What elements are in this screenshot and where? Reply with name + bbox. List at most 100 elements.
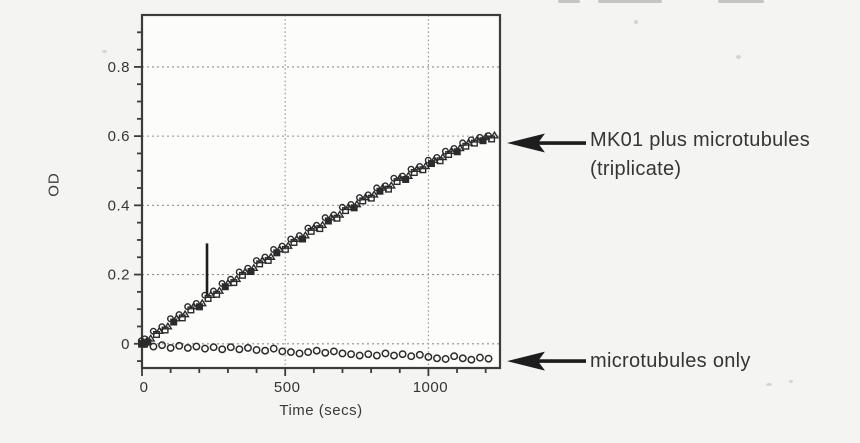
marker-circle: [218, 345, 227, 354]
x-axis-title: Time (secs): [279, 402, 363, 419]
arrow-head-icon: [507, 351, 545, 371]
marker-circle: [458, 354, 467, 363]
marker-circle: [415, 350, 424, 359]
marker-circle: [364, 350, 373, 359]
x-tick-label: 1000: [413, 379, 448, 396]
marker-circle: [269, 344, 278, 353]
y-tick-label: 0.2: [108, 267, 130, 284]
y-tick-label: 0.6: [108, 128, 130, 145]
marker-triangle: [472, 134, 482, 143]
label-microtubules-only: microtubules only: [590, 350, 751, 372]
scan-speck: [102, 50, 107, 53]
marker-circle: [261, 346, 270, 355]
marker-circle: [252, 346, 261, 354]
marker-triangle: [403, 171, 414, 179]
marker-circle: [484, 354, 493, 363]
marker-triangle: [421, 161, 431, 170]
marker-circle: [235, 345, 244, 354]
marker-triangle: [335, 210, 345, 218]
marker-circle: [450, 352, 459, 361]
marker-triangle: [171, 313, 182, 322]
marker-triangle: [232, 274, 242, 283]
marker-circle: [286, 348, 295, 357]
scan-speck: [789, 380, 793, 383]
marker-circle: [329, 347, 338, 356]
scan-speck: [736, 55, 741, 59]
marker-triangle: [206, 290, 216, 299]
scan-speck: [634, 20, 638, 24]
marker-circle: [209, 343, 218, 352]
marker-triangle: [489, 130, 500, 139]
arrow-callout: [507, 133, 586, 153]
marker-circle: [183, 343, 192, 352]
marker-circle: [166, 343, 175, 352]
marker-triangle: [352, 199, 362, 208]
x-tick-label: 500: [274, 379, 301, 396]
marker-circle: [175, 341, 184, 350]
marker-circle: [321, 348, 330, 357]
marker-triangle: [455, 143, 465, 152]
scan-edge-artifact: [718, 0, 764, 3]
marker-circle: [244, 343, 252, 352]
marker-triangle: [438, 152, 448, 161]
marker-circle: [407, 352, 416, 361]
marker-triangle: [180, 309, 190, 318]
marker-circle: [140, 339, 149, 348]
marker-triangle: [197, 298, 207, 307]
plot-border: [140, 13, 502, 370]
marker-circle: [295, 349, 304, 358]
marker-triangle: [386, 180, 396, 189]
scan-edge-artifact: [598, 0, 662, 3]
marker-triangle: [214, 286, 225, 294]
y-tick-label: 0.8: [108, 59, 130, 76]
marker-circle: [149, 342, 158, 351]
marker-triangle: [146, 333, 156, 342]
marker-circle: [476, 353, 484, 362]
marker-circle: [278, 347, 287, 356]
marker-circle: [355, 351, 364, 360]
y-axis-title: OD: [45, 172, 63, 197]
marker-circle: [338, 349, 347, 358]
marker-triangle: [395, 173, 405, 182]
marker-triangle: [154, 326, 164, 334]
marker-circle: [226, 343, 235, 352]
marker-circle: [398, 350, 407, 359]
marker-triangle: [163, 321, 173, 330]
marker-triangle: [317, 220, 328, 229]
marker-circle: [372, 351, 381, 360]
series-microtubules-only: [140, 339, 493, 364]
label-mk01-line2: (triplicate): [590, 158, 682, 180]
marker-triangle: [283, 241, 293, 249]
y-tick-label: 0: [121, 336, 130, 353]
y-tick-label: 0.4: [108, 197, 130, 214]
marker-circle: [424, 352, 433, 361]
marker-circle: [441, 355, 450, 363]
marker-circle: [201, 344, 209, 353]
x-tick-label: 0: [140, 379, 149, 396]
marker-triangle: [300, 230, 311, 239]
scan-edge-artifact: [558, 0, 580, 3]
marker-triangle: [369, 189, 379, 198]
marker-circle: [312, 346, 321, 355]
arrow-callout: [507, 351, 586, 371]
scan-speck: [766, 383, 772, 386]
marker-circle: [304, 348, 313, 357]
series-mk01-plus-microtubules: [137, 130, 500, 348]
marker-triangle: [378, 183, 388, 191]
marker-circle: [467, 355, 476, 364]
plot-area: [142, 15, 500, 368]
label-mk01-line1: MK01 plus microtubules: [590, 129, 811, 151]
marker-triangle: [266, 252, 276, 260]
arrow-head-icon: [507, 133, 545, 153]
marker-circle: [158, 341, 166, 350]
marker-triangle: [481, 132, 491, 141]
marker-circle: [381, 349, 390, 358]
marker-triangle: [249, 263, 259, 272]
marker-circle: [390, 351, 398, 360]
marker-circle: [433, 354, 441, 363]
marker-triangle: [223, 278, 233, 287]
marker-circle: [347, 350, 356, 359]
marker-circle: [192, 342, 201, 351]
